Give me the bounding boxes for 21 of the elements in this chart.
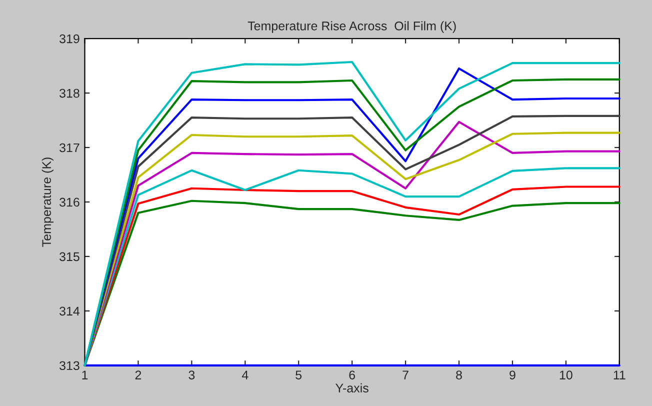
y-tick-label: 317 — [60, 143, 80, 152]
x-tick-label: 6 — [349, 370, 356, 380]
x-tick-label: 7 — [402, 370, 408, 380]
y-axis-title: Temperature (K) — [42, 158, 54, 247]
y-tick-label: 315 — [60, 252, 80, 262]
x-tick-label: 3 — [188, 370, 195, 380]
y-tick-label: 313 — [60, 361, 80, 370]
y-tick-label: 316 — [60, 198, 80, 207]
y-tick-label: 318 — [60, 88, 80, 98]
y-tick-label: 319 — [60, 34, 80, 44]
x-axis-title: Y-axis — [336, 383, 368, 392]
x-tick-label: 8 — [456, 370, 462, 380]
x-tick-label: 9 — [510, 370, 516, 380]
x-tick-label: 2 — [135, 370, 142, 380]
x-tick-label: 5 — [296, 370, 302, 380]
x-tick-label: 10 — [560, 370, 572, 380]
x-tick-label: 11 — [614, 370, 626, 380]
x-tick-label: 1 — [82, 370, 88, 380]
x-tick-label: 4 — [242, 370, 248, 380]
chart-title: Temperature Rise Across Oil Film (K) — [248, 21, 456, 33]
y-tick-label: 314 — [60, 306, 80, 316]
